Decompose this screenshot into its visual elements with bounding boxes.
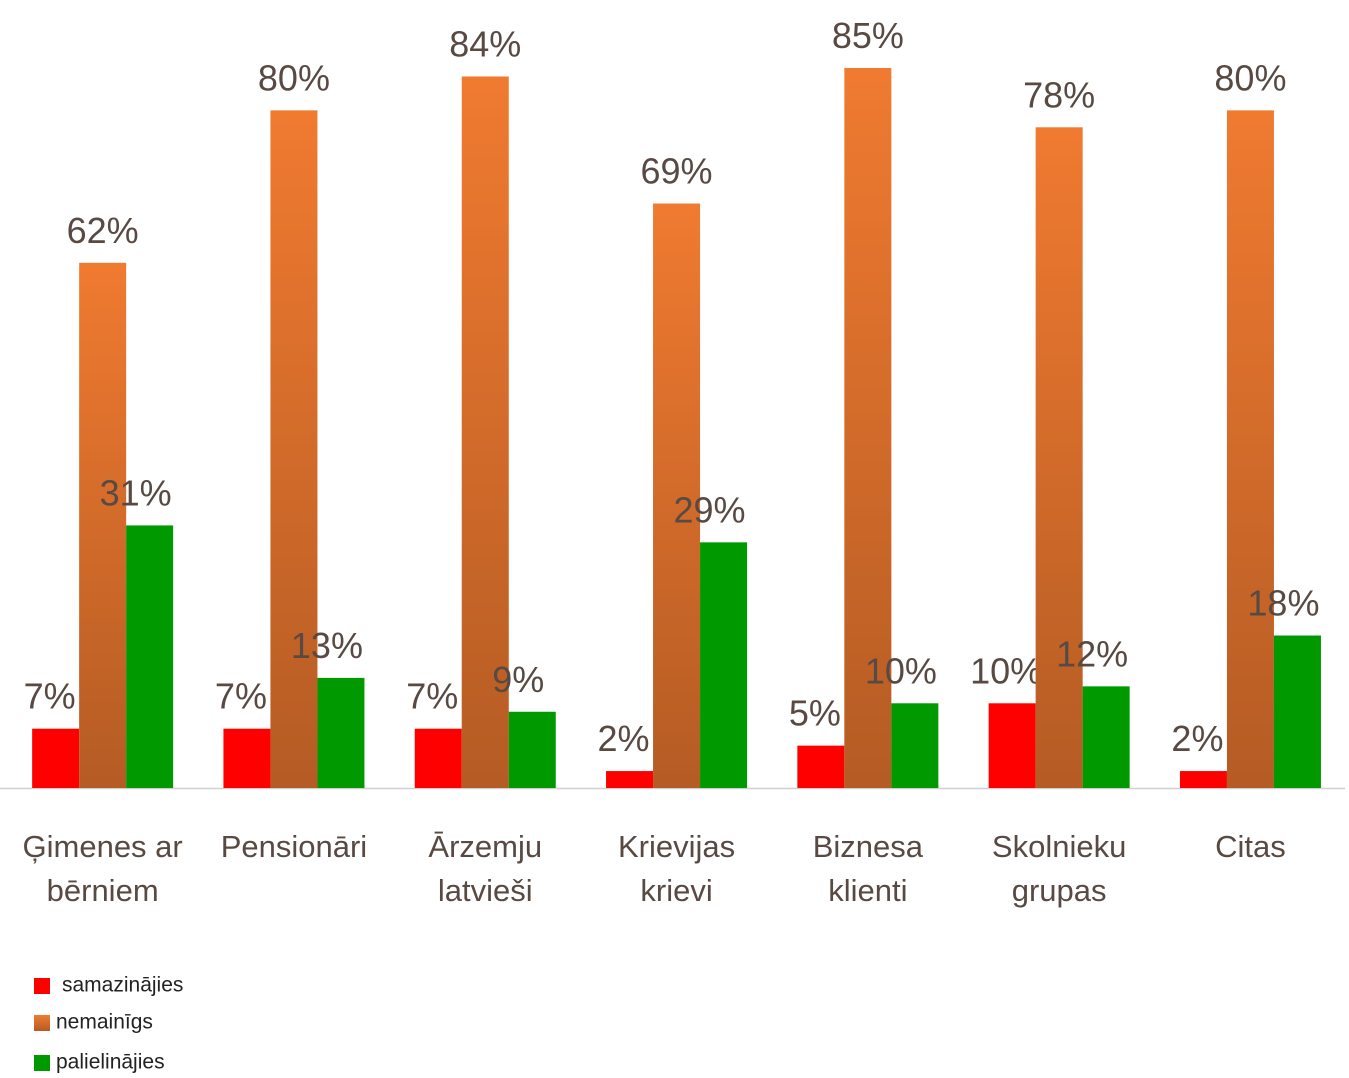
- bar: [223, 728, 271, 788]
- x-tick-label: Ģimenes ar bērniem: [22, 829, 183, 908]
- x-tick-label: Citas: [1215, 829, 1286, 864]
- value-label: 2%: [598, 718, 650, 759]
- bar: [606, 771, 654, 788]
- bar: [700, 542, 748, 788]
- value-label: 9%: [492, 659, 544, 700]
- legend-label: palielinājies: [56, 1051, 165, 1074]
- bar: [891, 703, 939, 788]
- x-tick-label: Ārzemju latvieši: [428, 829, 543, 908]
- x-tick-label: Skolnieku grupas: [991, 829, 1127, 908]
- bar-shade: [1226, 110, 1274, 788]
- bar-shade: [653, 203, 701, 788]
- bar: [126, 525, 174, 788]
- value-label: 85%: [832, 15, 904, 56]
- value-label: 10%: [865, 650, 937, 691]
- value-label: 7%: [215, 676, 267, 717]
- legend-swatch: [34, 978, 50, 994]
- bar-shade: [461, 76, 509, 789]
- bar-shade: [79, 262, 127, 789]
- value-label: 69%: [641, 151, 713, 192]
- value-label: 13%: [291, 625, 363, 666]
- value-label: 10%: [970, 650, 1042, 691]
- bar: [1179, 771, 1227, 788]
- legend-swatch: [34, 1055, 50, 1071]
- bar: [797, 745, 845, 788]
- bar-shade: [844, 68, 892, 788]
- bar-shade: [270, 110, 318, 788]
- bar: [317, 677, 365, 788]
- value-label: 29%: [674, 489, 746, 530]
- bar: [508, 711, 556, 788]
- value-label: 5%: [789, 693, 841, 734]
- value-label: 78%: [1023, 74, 1095, 115]
- value-label: 2%: [1171, 718, 1223, 759]
- bar: [988, 703, 1036, 788]
- value-label: 7%: [24, 676, 76, 717]
- legend-label: samazinājies: [62, 974, 183, 997]
- value-label: 84%: [449, 23, 521, 64]
- x-tick-label: Krievijas krievi: [617, 829, 736, 908]
- value-label: 62%: [67, 210, 139, 251]
- value-label: 80%: [1214, 57, 1286, 98]
- bar: [32, 728, 80, 788]
- bar: [414, 728, 462, 788]
- value-label: 7%: [406, 676, 458, 717]
- bar: [1273, 635, 1321, 788]
- value-label: 18%: [1247, 583, 1319, 624]
- value-label: 80%: [258, 57, 330, 98]
- legend-label: nemainīgs: [56, 1011, 153, 1034]
- x-tick-label: Biznesa klienti: [812, 829, 923, 908]
- value-label: 12%: [1056, 633, 1128, 674]
- x-tick-label: Pensionāri: [220, 829, 368, 864]
- bar-shade: [1035, 127, 1083, 788]
- bar: [1082, 686, 1130, 788]
- legend-swatch-shade: [34, 1015, 50, 1031]
- value-label: 31%: [100, 472, 172, 513]
